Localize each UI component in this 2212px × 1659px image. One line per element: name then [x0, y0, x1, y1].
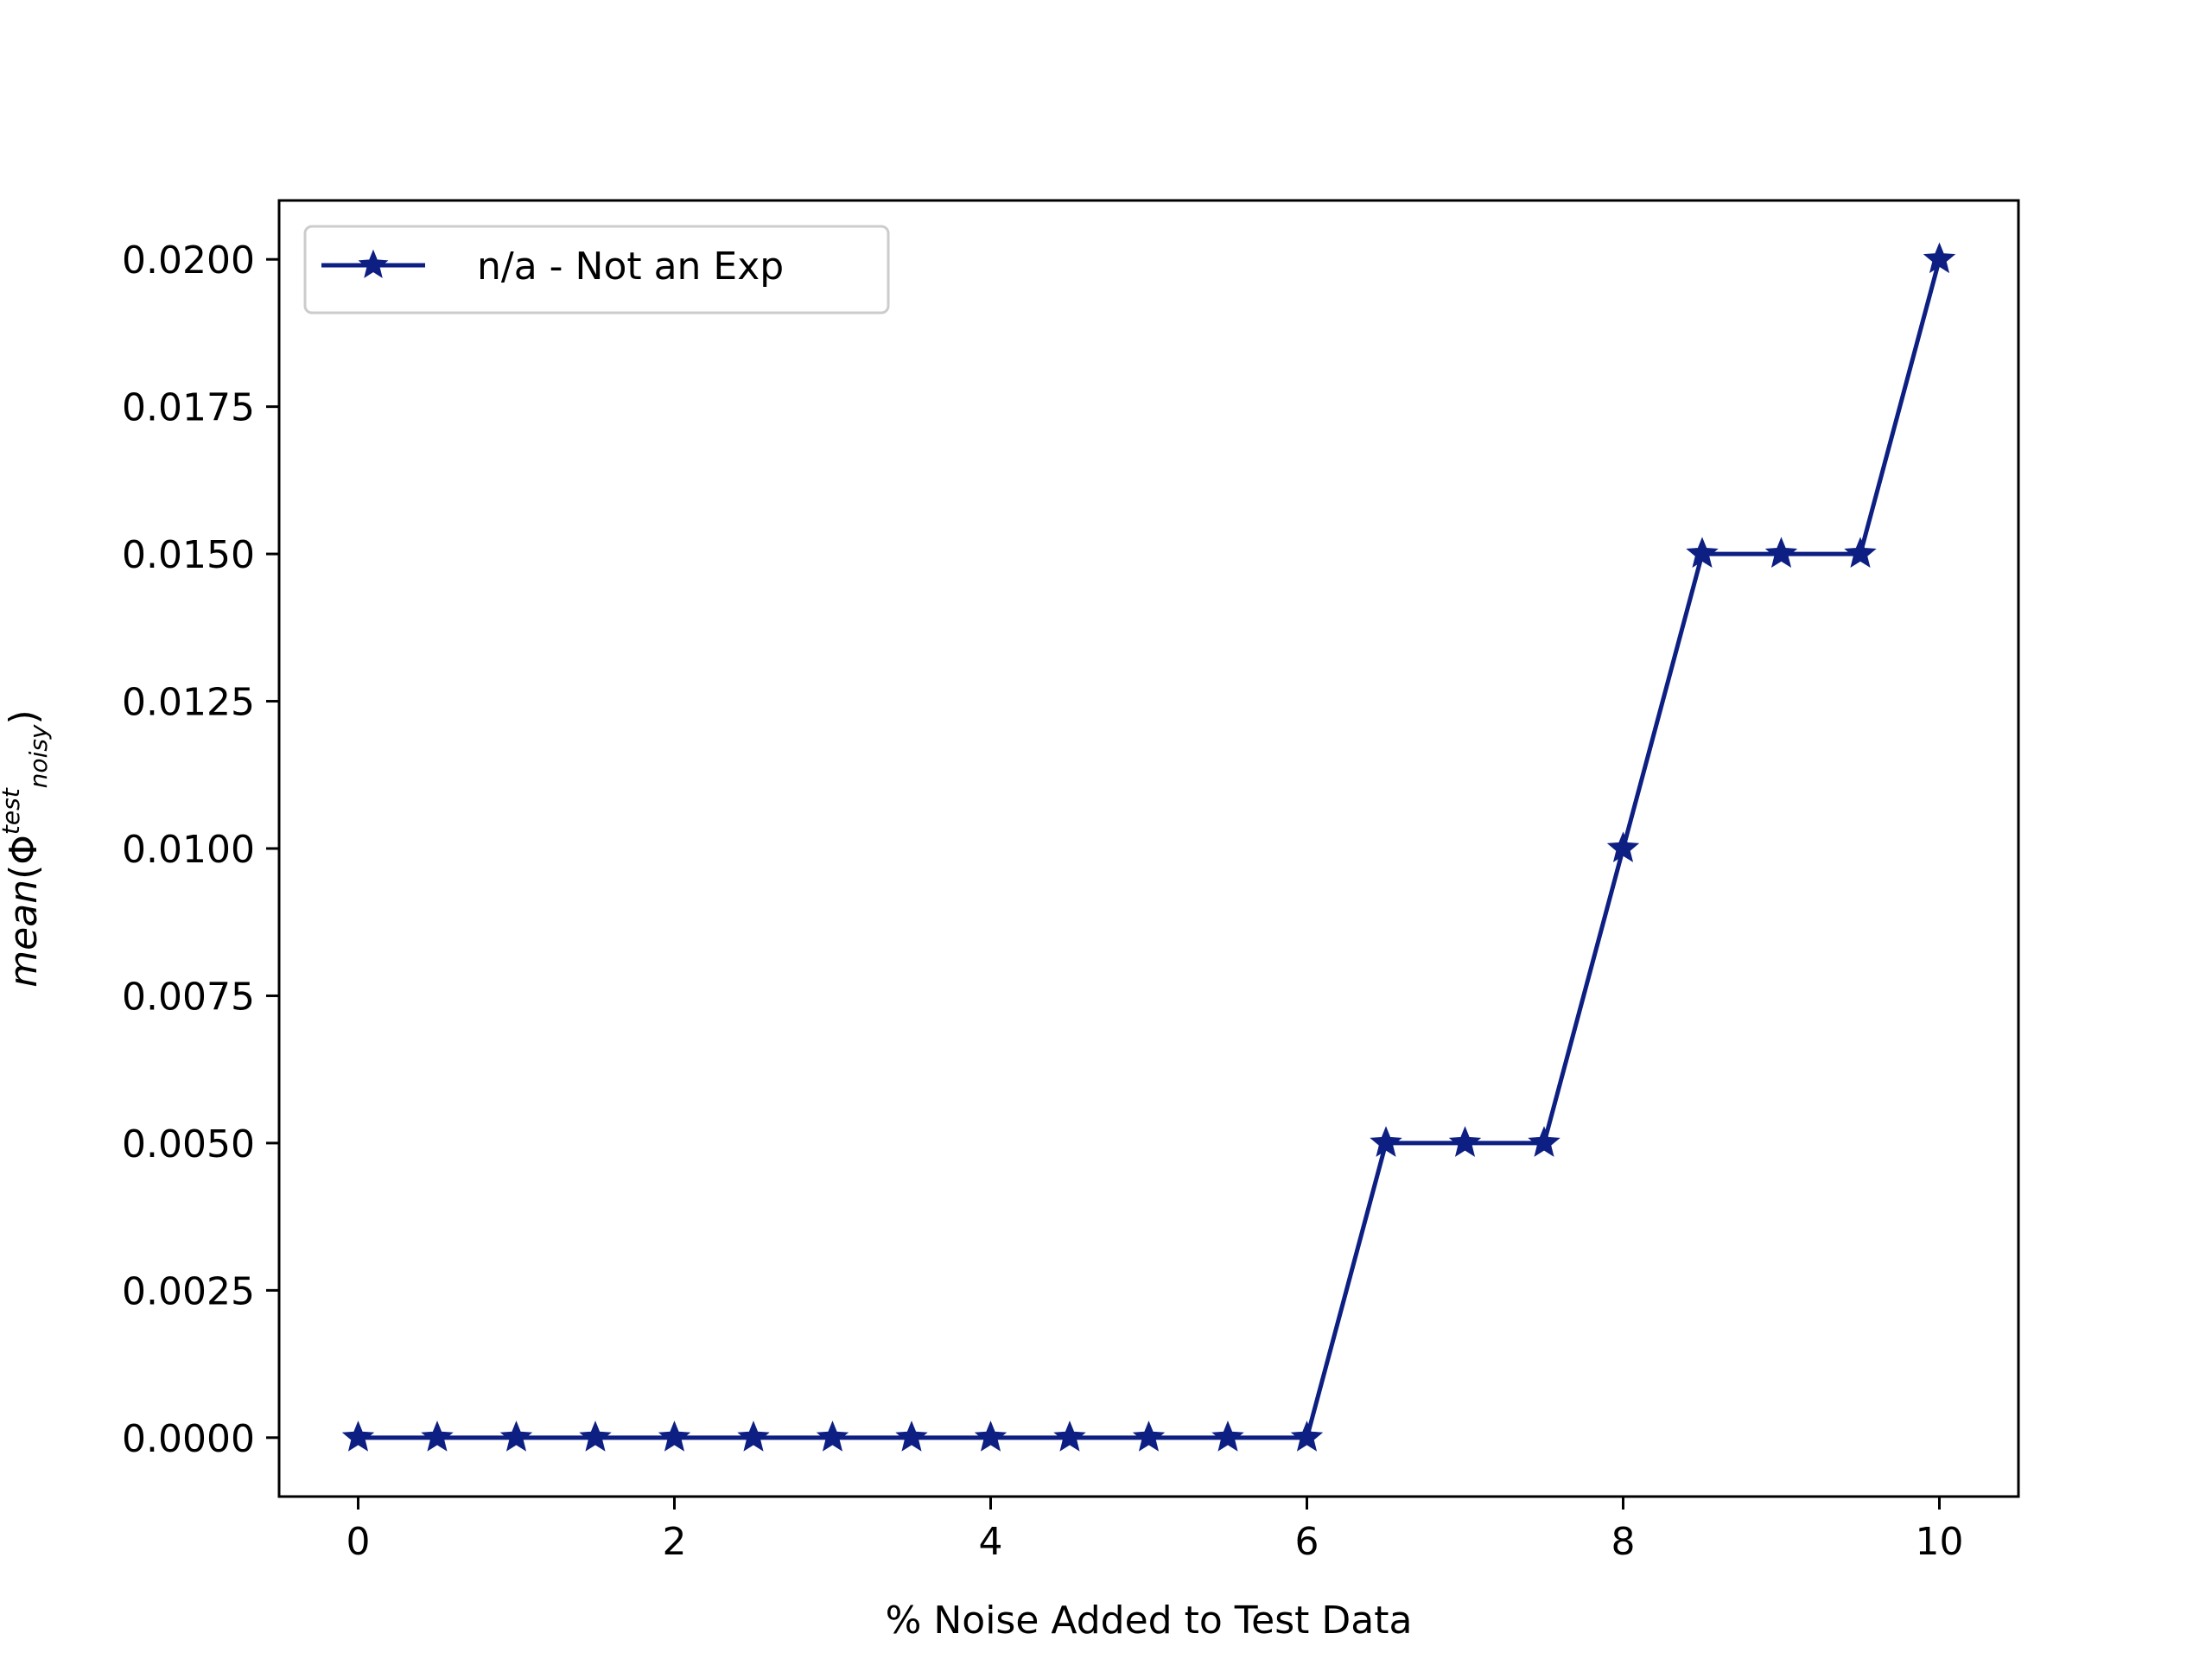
x-axis-label: % Noise Added to Test Data [886, 1599, 1413, 1643]
data-point [1132, 1421, 1166, 1452]
legend-box [303, 225, 890, 315]
data-point [1923, 242, 1956, 274]
data-point [1448, 1126, 1482, 1157]
y-axis-label: mean(Φtestnoisy) [0, 709, 53, 987]
x-tick-label: 8 [1611, 1520, 1636, 1564]
data-point [737, 1421, 770, 1452]
data-point [1053, 1421, 1086, 1452]
y-tick-label: 0.0025 [122, 1269, 255, 1313]
data-point [499, 1421, 533, 1452]
y-tick-label: 0.0050 [122, 1122, 255, 1166]
x-tick-label: 4 [979, 1520, 1003, 1564]
y-axis-label-base: (Φ [2, 835, 46, 880]
y-axis-label-close: ) [2, 709, 46, 724]
data-point [1290, 1421, 1324, 1452]
plot-frame [277, 199, 2020, 1498]
x-tick-label: 6 [1295, 1520, 1319, 1564]
y-tick-label: 0.0075 [122, 975, 255, 1019]
data-point [895, 1421, 928, 1452]
plot-area [279, 200, 2018, 1497]
data-point [658, 1421, 691, 1452]
y-tick-label: 0.0000 [122, 1417, 255, 1461]
legend: n/a - Not an Exp [303, 225, 890, 315]
x-tick-label: 10 [1916, 1520, 1964, 1564]
data-point [1764, 537, 1798, 569]
y-axis-label-sup: test [0, 787, 25, 835]
data-point [1606, 831, 1640, 862]
y-axis-ticks: 0.0000 0.0025 0.0050 0.0075 0.0100 0.0125 0.01… [122, 238, 279, 1461]
data-point [974, 1421, 1007, 1452]
y-tick-label: 0.0150 [122, 533, 255, 577]
y-axis-label-sub: noisy [24, 724, 53, 788]
data-point [1686, 537, 1719, 569]
x-tick-label: 2 [663, 1520, 687, 1564]
data-point [1844, 537, 1877, 569]
data-point [1370, 1126, 1402, 1157]
data-point [579, 1421, 612, 1452]
x-axis-ticks: 0 2 4 6 8 10 [346, 1497, 1964, 1564]
x-tick-label: 0 [346, 1520, 371, 1564]
data-point [421, 1421, 454, 1452]
y-tick-label: 0.0125 [122, 681, 255, 725]
data-point [341, 1421, 375, 1452]
legend-marker [358, 249, 389, 278]
data-point [816, 1421, 849, 1452]
y-tick-label: 0.0200 [122, 238, 255, 283]
y-tick-label: 0.0100 [122, 828, 255, 872]
data-point [1528, 1126, 1560, 1157]
series-layer [341, 242, 1956, 1452]
data-point [1211, 1421, 1244, 1452]
legend-label: n/a - Not an Exp [477, 245, 784, 289]
y-tick-label: 0.0175 [122, 386, 255, 430]
